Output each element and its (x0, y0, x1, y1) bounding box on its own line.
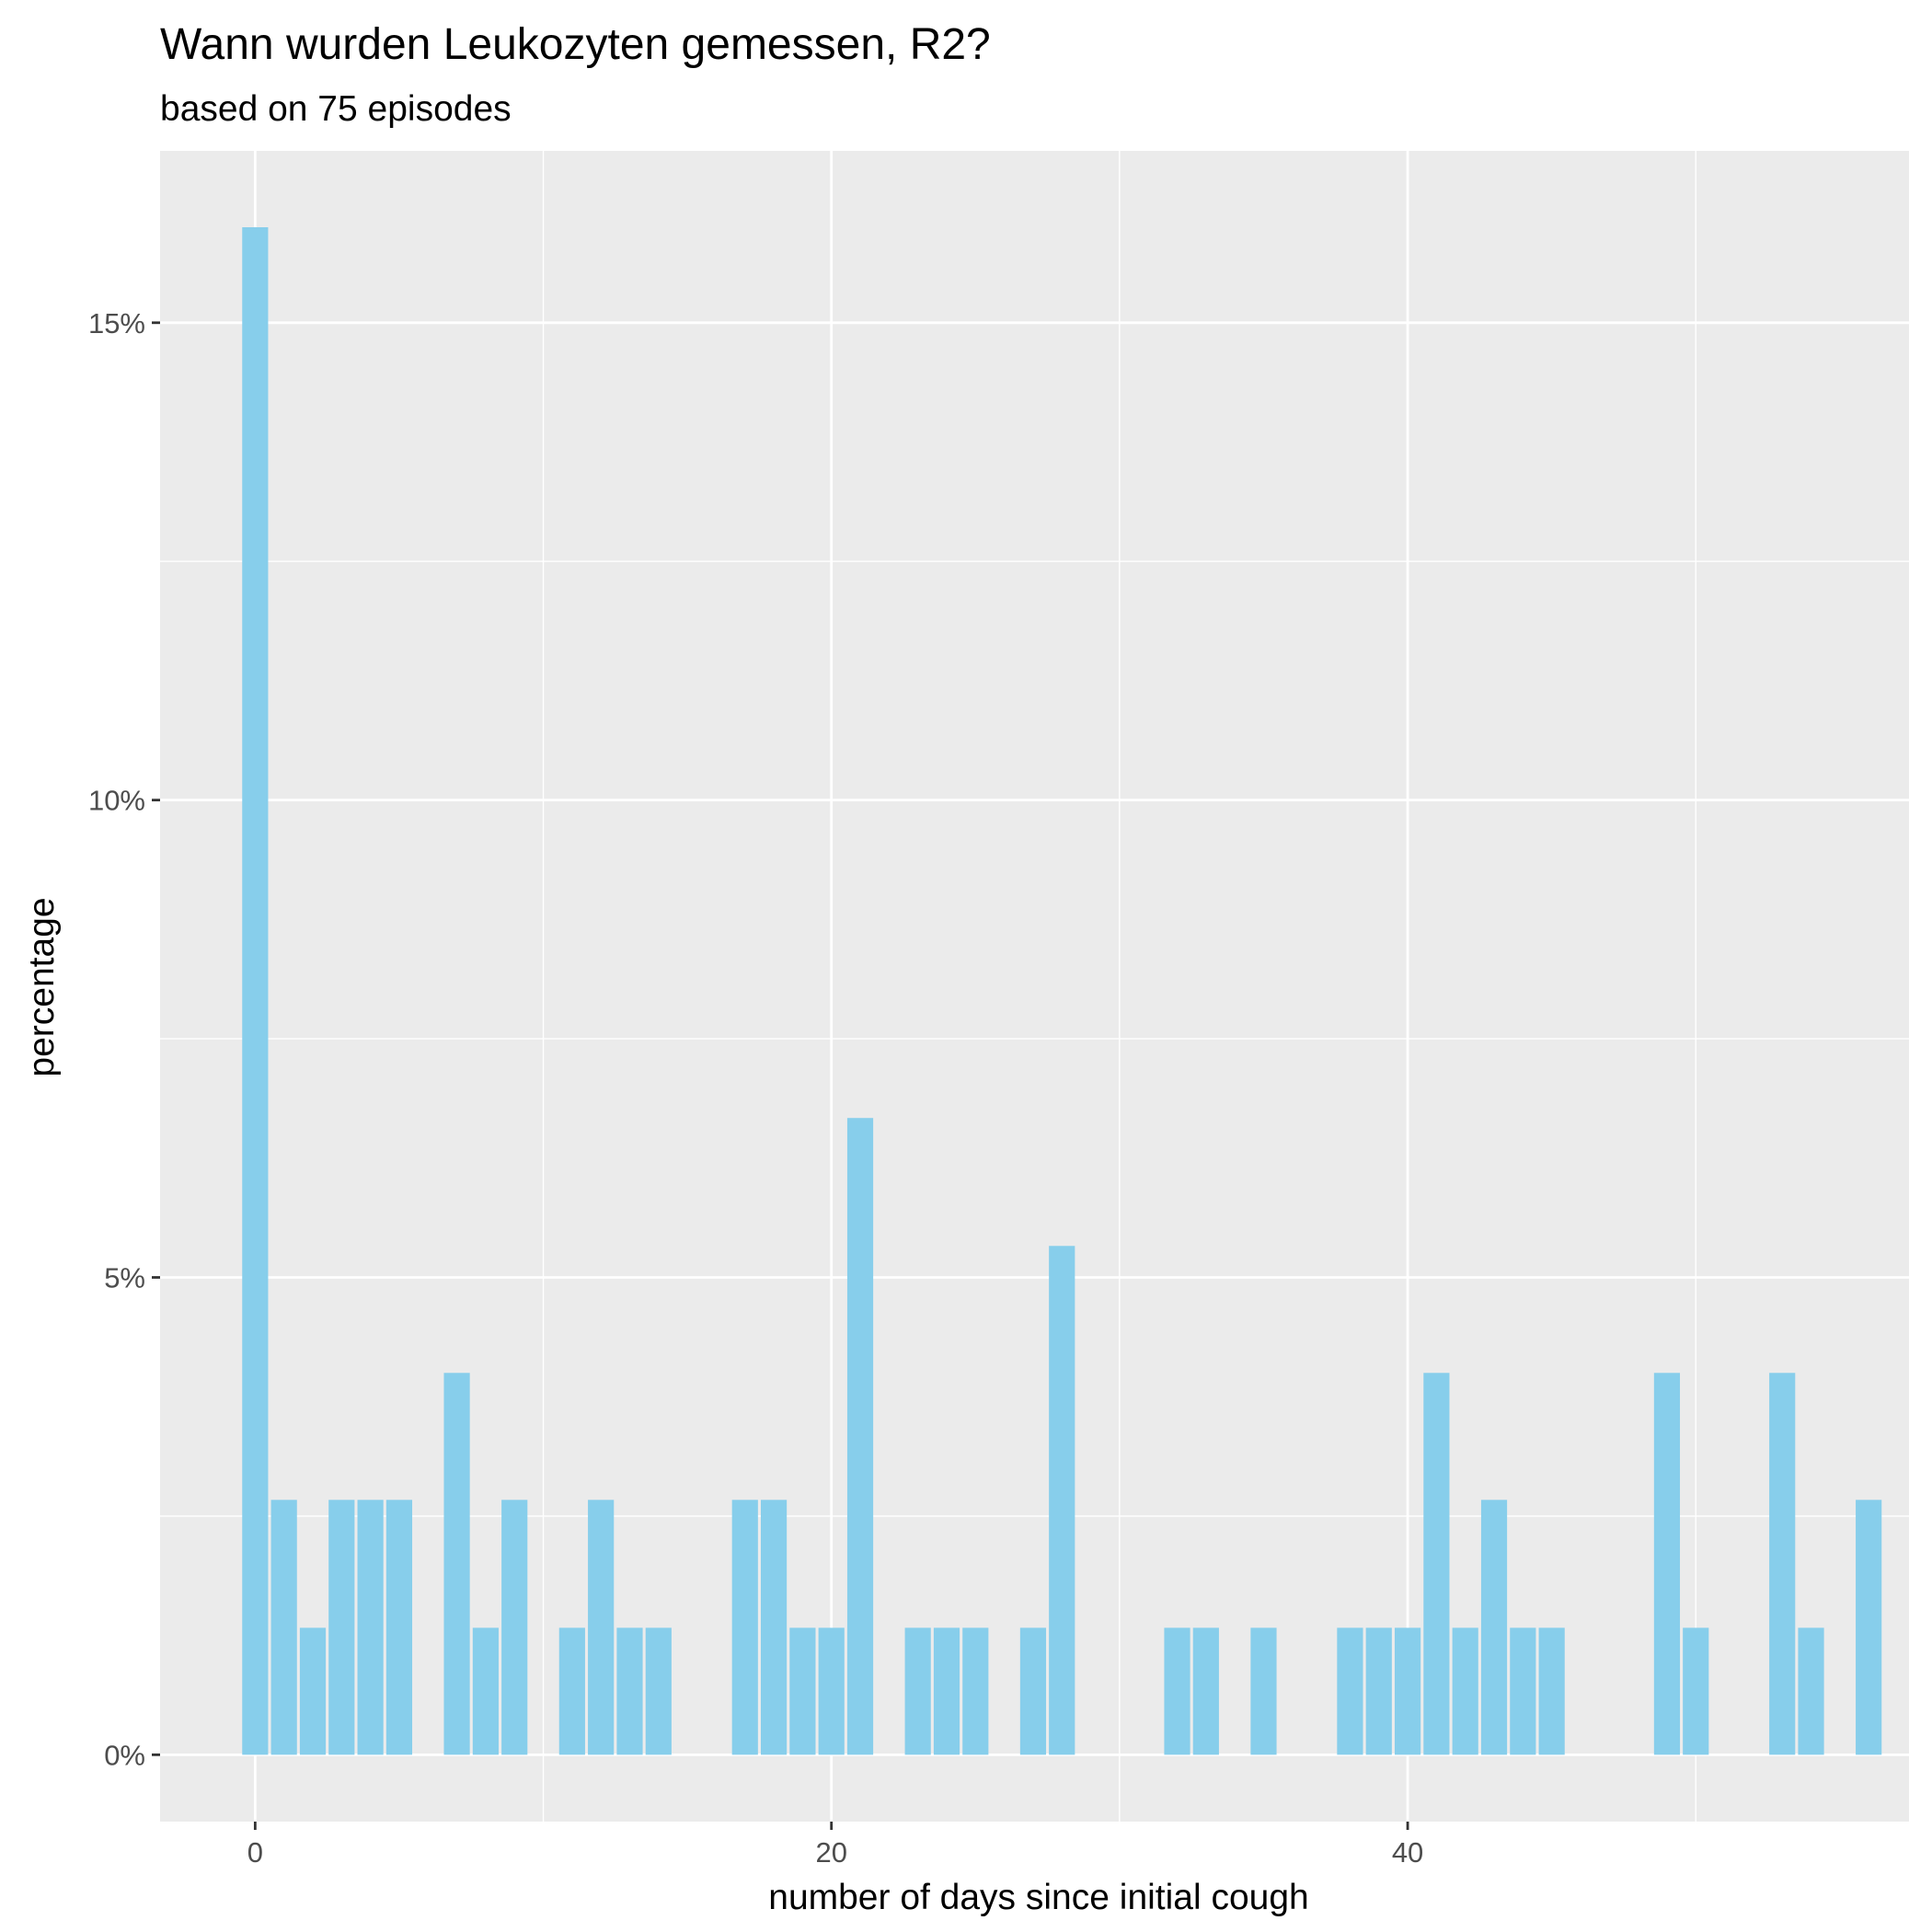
bar-day-19 (789, 1627, 816, 1755)
bar-day-11 (558, 1627, 585, 1755)
grid-minor (160, 151, 1909, 1822)
x-tick-label: 0 (247, 1836, 263, 1869)
bar-day-38 (1337, 1627, 1363, 1755)
bar-day-4 (357, 1500, 384, 1755)
chart-subtitle: based on 75 episodes (160, 89, 512, 129)
x-tick-label: 40 (1392, 1836, 1423, 1869)
bar-day-2 (299, 1627, 327, 1755)
bar-day-53 (1769, 1373, 1796, 1755)
bar-day-54 (1798, 1627, 1824, 1755)
x-axis-label: number of days since initial cough (768, 1878, 1309, 1917)
bar-day-7 (443, 1373, 470, 1755)
bar-day-14 (645, 1627, 672, 1755)
bar-day-42 (1452, 1627, 1478, 1755)
bar-day-12 (588, 1500, 615, 1755)
bar-day-5 (385, 1500, 413, 1755)
y-tick-label: 15% (88, 307, 145, 339)
bar-day-8 (472, 1627, 499, 1755)
bar-day-27 (1019, 1627, 1047, 1755)
bar-day-50 (1683, 1627, 1709, 1755)
bar-day-45 (1538, 1627, 1565, 1755)
bar-day-49 (1653, 1373, 1681, 1755)
bar-day-17 (731, 1500, 758, 1755)
bar-day-43 (1480, 1500, 1508, 1755)
y-tick-label: 0% (104, 1739, 145, 1771)
bar-day-24 (933, 1627, 960, 1755)
y-tick-label: 5% (104, 1262, 145, 1294)
bar-day-25 (962, 1627, 989, 1755)
bar-day-13 (616, 1627, 643, 1755)
bar-day-20 (818, 1627, 845, 1755)
y-axis: 0% 5% 10% 15% (88, 307, 160, 1771)
bar-day-40 (1394, 1627, 1421, 1755)
bar-day-18 (760, 1500, 788, 1755)
bar-day-23 (904, 1627, 931, 1755)
bar-day-3 (328, 1500, 355, 1755)
chart-title: Wann wurden Leukozyten gemessen, R2? (160, 20, 991, 69)
bar-day-1 (270, 1500, 297, 1755)
bar-day-44 (1510, 1627, 1536, 1755)
bar-day-35 (1250, 1627, 1277, 1755)
x-axis: 0 20 40 (247, 1822, 1423, 1869)
bar-day-9 (501, 1500, 528, 1755)
y-tick-label: 10% (88, 785, 145, 817)
bar-day-33 (1192, 1627, 1219, 1755)
y-axis-label: percentage (22, 897, 62, 1076)
bar-day-56 (1856, 1500, 1882, 1755)
x-tick-label: 20 (815, 1836, 846, 1869)
plot-panel (160, 151, 1909, 1822)
bar-day-28 (1049, 1246, 1075, 1755)
bars (242, 227, 1882, 1755)
bar-day-0 (242, 227, 269, 1755)
bar-day-32 (1164, 1627, 1190, 1755)
bar-day-41 (1423, 1373, 1450, 1755)
bar-day-39 (1365, 1627, 1392, 1755)
bar-day-21 (846, 1118, 874, 1755)
